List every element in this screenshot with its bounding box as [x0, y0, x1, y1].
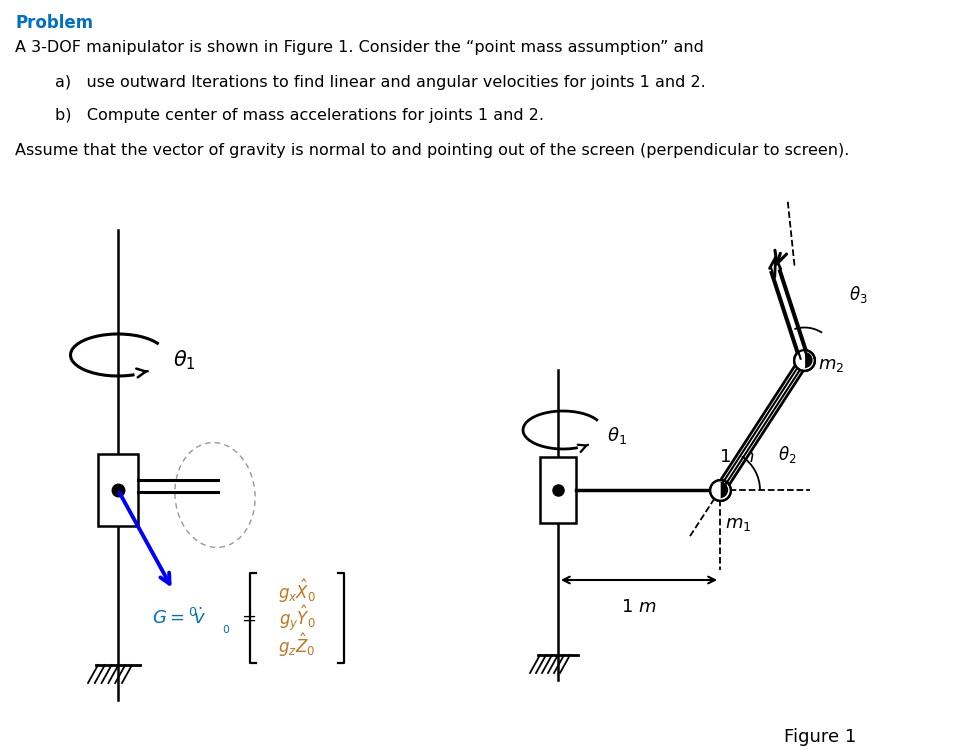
Text: $1\ m$: $1\ m$ — [718, 448, 754, 466]
Text: $\theta_2$: $\theta_2$ — [778, 444, 796, 465]
Ellipse shape — [175, 442, 255, 548]
Text: $G = {}^{0}\!\dot{v}$: $G = {}^{0}\!\dot{v}$ — [152, 608, 207, 628]
Wedge shape — [805, 352, 812, 368]
Text: Assume that the vector of gravity is normal to and pointing out of the screen (p: Assume that the vector of gravity is nor… — [15, 143, 850, 158]
Text: $\theta_1$: $\theta_1$ — [607, 424, 627, 445]
Wedge shape — [720, 482, 727, 497]
Text: $=$: $=$ — [238, 609, 257, 627]
Text: Problem: Problem — [15, 14, 93, 32]
Text: Figure 1: Figure 1 — [783, 728, 856, 746]
Text: $\theta_1$: $\theta_1$ — [173, 348, 195, 372]
Text: $_0$: $_0$ — [222, 620, 230, 635]
Bar — [98, 454, 138, 526]
Wedge shape — [797, 352, 805, 368]
Text: $m_1$: $m_1$ — [725, 515, 751, 533]
Text: $g_y\hat{Y}_0$: $g_y\hat{Y}_0$ — [279, 603, 316, 633]
Text: A 3-DOF manipulator is shown in Figure 1. Consider the “point mass assumption” a: A 3-DOF manipulator is shown in Figure 1… — [15, 40, 704, 55]
Text: b)   Compute center of mass accelerations for joints 1 and 2.: b) Compute center of mass accelerations … — [55, 108, 544, 123]
Text: a)   use outward Iterations to find linear and angular velocities for joints 1 a: a) use outward Iterations to find linear… — [55, 75, 706, 90]
Text: $\theta_3$: $\theta_3$ — [850, 284, 868, 305]
Text: $m_2$: $m_2$ — [818, 356, 845, 374]
Wedge shape — [712, 482, 720, 497]
Text: $g_x\hat{X}_0$: $g_x\hat{X}_0$ — [278, 578, 316, 604]
Text: $g_z\hat{Z}_0$: $g_z\hat{Z}_0$ — [278, 632, 316, 658]
Text: $1\ m$: $1\ m$ — [621, 598, 657, 616]
Bar — [540, 457, 576, 523]
